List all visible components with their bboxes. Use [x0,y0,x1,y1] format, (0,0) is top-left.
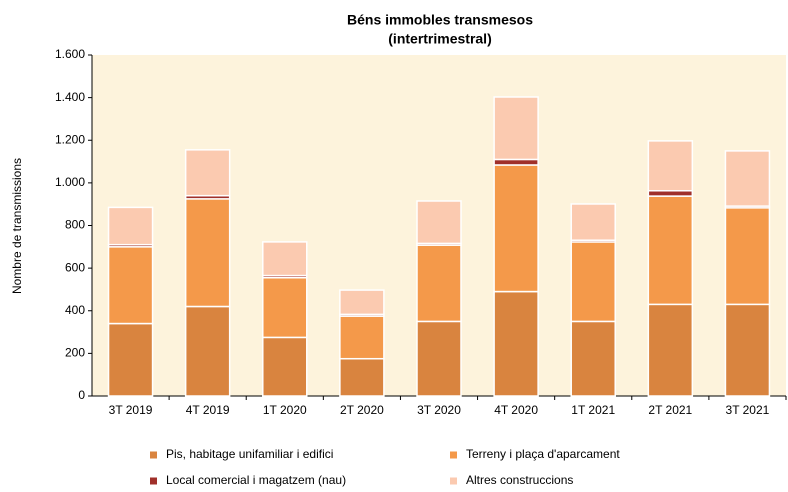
bar-segment [647,190,694,197]
bar-segment [416,320,462,397]
bar-segment [107,206,154,246]
legend-swatch [150,477,157,485]
x-tick-label: 2T 2021 [648,403,692,417]
y-tick-label: 1.400 [55,90,85,104]
bar-segment [416,200,462,245]
x-tick-label: 1T 2020 [263,403,307,417]
y-axis-label: Nombre de transmissions [10,158,24,294]
x-tick-label: 3T 2020 [417,403,461,417]
y-tick-label: 400 [65,303,85,317]
bar-segment [570,203,616,241]
y-tick-label: 200 [65,346,85,360]
bar-segment [262,336,308,397]
x-tick-label: 2T 2020 [340,403,384,417]
y-tick-label: 1.200 [55,132,85,146]
bar-segment [647,195,694,306]
legend-label: Local comercial i magatzem (nau) [166,473,346,487]
x-tick-label: 3T 2021 [726,403,770,417]
bar-segment [416,244,462,323]
bar-segment [647,303,694,397]
bar-segment [107,246,154,325]
bar-segment [570,241,616,323]
bar-segment [493,164,539,293]
legend-label: Altres construccions [466,473,573,487]
chart-title: Béns immobles transmesos [347,12,533,28]
bar-segment [724,207,771,306]
bar-segment [493,290,539,397]
bar-segment [724,303,771,397]
bar-segment [107,322,154,397]
bar-segment [184,198,231,308]
bar-segment [570,320,616,397]
x-tick-label: 1T 2021 [571,403,615,417]
y-tick-label: 1.000 [55,175,85,189]
legend-swatch [450,477,457,485]
legend-label: Terreny i plaça d'aparcament [466,447,620,461]
bar-segment [184,305,231,397]
bar-segment [184,149,231,197]
bar-segment [339,315,385,360]
bar-segment [493,158,539,166]
legend-swatch [450,451,457,459]
y-tick-label: 600 [65,260,85,274]
y-tick-label: 800 [65,218,85,232]
bar-segment [339,289,385,316]
bar-segment [339,357,385,397]
bar-segment [647,140,694,192]
bar-segment [262,241,308,277]
y-tick-label: 0 [78,388,85,402]
x-tick-label: 4T 2020 [494,403,538,417]
y-tick-label: 1.600 [55,47,85,61]
legend-swatch [150,451,157,459]
bar-segment [493,96,539,161]
x-tick-label: 3T 2019 [109,403,153,417]
bar-segment [262,276,308,339]
bar-segment [724,150,771,207]
x-tick-label: 4T 2019 [186,403,230,417]
legend-label: Pis, habitage unifamiliar i edifici [166,447,333,461]
chart-subtitle: (intertrimestral) [388,31,491,47]
